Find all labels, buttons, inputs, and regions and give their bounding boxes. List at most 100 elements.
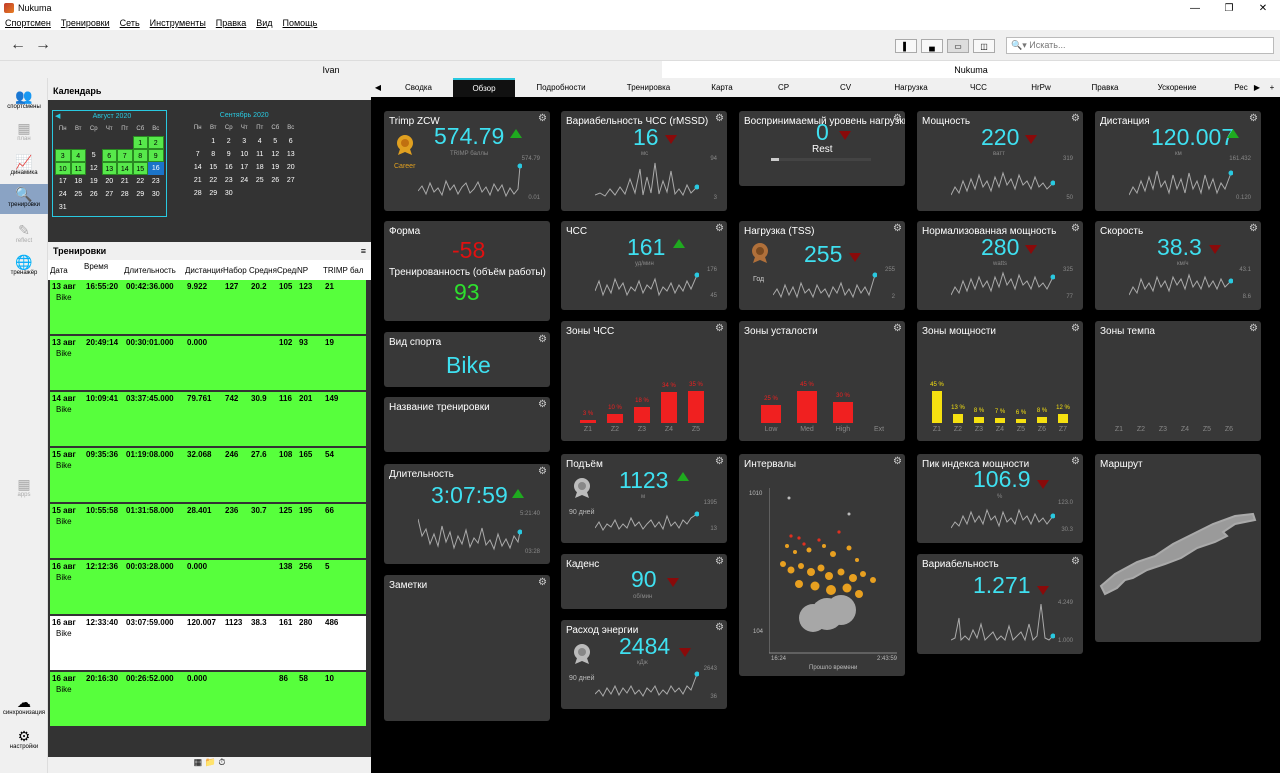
calendar-day[interactable]: 13	[286, 151, 295, 158]
calendar-day[interactable]: 25	[255, 177, 264, 184]
calendar-day[interactable]: 29	[209, 190, 218, 197]
workout-row[interactable]: 13 авг 20:49:14 00:30:01.000 0.000 102 93 19 Bi…	[50, 336, 366, 391]
tile-trimp[interactable]: Trimp ZCW ⚙ Career 574.79 TRIMP баллы 57…	[384, 111, 550, 211]
sidebar-item-trainer[interactable]: 🌐 тренажёр	[0, 254, 48, 276]
gear-icon[interactable]: ⚙	[715, 622, 724, 633]
calendar-day[interactable]: 14	[193, 164, 202, 171]
calendar-day[interactable]: 11	[70, 162, 86, 175]
menu-edit[interactable]: Правка	[215, 18, 247, 28]
workout-row[interactable]: 15 авг 10:55:58 01:31:58.000 28.401 236 30.7 1…	[50, 504, 366, 559]
tile-np[interactable]: Нормализованная мощность ⚙ 280 watts 325…	[917, 221, 1083, 310]
calendar-day[interactable]: 29	[136, 191, 145, 198]
tile-sport[interactable]: Вид спорта ⚙ Bike	[384, 332, 550, 387]
calendar-day[interactable]: 1	[211, 138, 216, 145]
tab-summary[interactable]: Сводка	[404, 83, 432, 92]
gear-icon[interactable]: ⚙	[1071, 113, 1080, 124]
calendar-day[interactable]: 14	[117, 162, 133, 175]
calendar-view-icon[interactable]: ▦	[193, 757, 203, 767]
athlete-tab-ivan[interactable]: Ivan	[322, 65, 340, 75]
sidebar-item-apps[interactable]: ▦ apps	[0, 476, 48, 498]
athlete-tab-nukuma[interactable]: Nukuma	[662, 61, 1280, 79]
calendar-day[interactable]: 21	[193, 177, 202, 184]
calendar-day[interactable]: 20	[105, 178, 114, 185]
tile-climb[interactable]: Подъём ⚙ 90 дней 1123 м 1395 13	[561, 454, 727, 543]
tab-edit[interactable]: Правка	[1091, 83, 1119, 92]
col-avg[interactable]: Средняя	[249, 265, 277, 275]
workout-row[interactable]: 16 авг 12:12:36 00:03:28.000 0.000 138 256 5 Bi…	[50, 560, 366, 615]
calendar-day[interactable]: 2	[226, 138, 231, 145]
calendar-day[interactable]: 10	[240, 151, 249, 158]
calendar-day[interactable]: 30	[151, 191, 160, 198]
tab-cp[interactable]: CP	[777, 83, 790, 92]
calendar-day[interactable]: 28	[193, 190, 202, 197]
calendar-day[interactable]: 21	[120, 178, 129, 185]
calendar-day[interactable]: 23	[224, 177, 233, 184]
prev-month-icon[interactable]: ◀	[55, 113, 61, 120]
calendar-day[interactable]: 26	[89, 191, 98, 198]
tile-fatigue-zones[interactable]: Зоны усталости ⚙ 25 % Low 45 % Med 30 % High E…	[739, 321, 905, 441]
gear-icon[interactable]: ⚙	[1071, 556, 1080, 567]
gear-icon[interactable]: ⚙	[715, 323, 724, 334]
sidebar-item-workouts[interactable]: 🔍 тренировки	[0, 184, 48, 214]
gear-icon[interactable]: ⚙	[715, 556, 724, 567]
calendar-day[interactable]: 20	[286, 164, 295, 171]
gear-icon[interactable]: ⚙	[715, 113, 724, 124]
menu-network[interactable]: Сеть	[119, 18, 140, 28]
tab-overview[interactable]: Обзор	[453, 78, 515, 97]
calendar-day[interactable]: 5	[273, 138, 278, 145]
gear-icon[interactable]: ⚙	[538, 334, 547, 345]
calendar-day[interactable]: 26	[271, 177, 280, 184]
tile-power-index[interactable]: Пик индекса мощности ⚙ 106.9 % 123.0 30.…	[917, 454, 1083, 543]
menu-workouts[interactable]: Тренировки	[60, 18, 110, 28]
tab-cv[interactable]: CV	[839, 83, 852, 92]
workout-row[interactable]: 15 авг 09:35:36 01:19:08.000 32.068 246 27.6 1…	[50, 448, 366, 503]
gear-icon[interactable]: ⚙	[538, 399, 547, 410]
calendar-day[interactable]: 18	[74, 178, 83, 185]
calendar-day[interactable]: 5	[91, 152, 96, 159]
col-duration[interactable]: Длительность	[124, 265, 176, 275]
menu-icon[interactable]: ≡	[360, 246, 366, 256]
calendar-day[interactable]: 24	[240, 177, 249, 184]
calendar-day[interactable]: 4	[257, 138, 262, 145]
gear-icon[interactable]: ⚙	[893, 223, 902, 234]
calendar-day[interactable]: 9	[226, 151, 231, 158]
calendar-day[interactable]: 19	[89, 178, 98, 185]
tab-more[interactable]: Рес	[1234, 83, 1248, 92]
workout-row[interactable]: 16 авг 20:16:30 00:26:52.000 0.000 86 58 10 Bik…	[50, 672, 366, 727]
calendar-day[interactable]: 18	[255, 164, 264, 171]
tab-workout[interactable]: Тренировка	[626, 83, 671, 92]
menu-tools[interactable]: Инструменты	[149, 18, 206, 28]
gear-icon[interactable]: ⚙	[893, 456, 902, 467]
calendar-day[interactable]: 10	[55, 162, 71, 175]
gear-icon[interactable]: ⚙	[893, 323, 902, 334]
tile-speed[interactable]: Скорость ⚙ 38.3 км/ч 43.1 8.6	[1095, 221, 1261, 310]
col-np[interactable]: NP	[297, 265, 309, 275]
tile-notes[interactable]: Заметки ⚙	[384, 575, 550, 721]
calendar-day[interactable]: 24	[58, 191, 67, 198]
tile-hr[interactable]: ЧСС ⚙ 161 уд/мин 176 45	[561, 221, 727, 310]
sidebar-item-athletes[interactable]: 👥 спортсмены	[0, 88, 48, 110]
tile-rpe[interactable]: Воспринимаемый уровень нагрузки ( ⚙ 0 Re…	[739, 111, 905, 186]
calendar-day[interactable]: 17	[58, 178, 67, 185]
sidebar-item-sync[interactable]: ☁ синхронизация	[0, 694, 48, 716]
tile-hrv[interactable]: Вариабельность ЧСС (rMSSD) ⚙ 16 мс 94 3	[561, 111, 727, 211]
calendar-day[interactable]: 8	[132, 149, 148, 162]
calendar-day[interactable]: 16	[148, 162, 164, 175]
calendar-day[interactable]: 8	[211, 151, 216, 158]
tile-form[interactable]: Форма -58 Тренированность (объём работы)…	[384, 221, 550, 321]
add-tab-icon[interactable]: +	[1269, 83, 1275, 92]
calendar-day[interactable]: 28	[120, 191, 129, 198]
tab-acceleration[interactable]: Ускорение	[1157, 83, 1197, 92]
sidebar-item-plan[interactable]: ▦ план	[0, 120, 48, 142]
tile-hr-zones[interactable]: Зоны ЧСС ⚙ 3 % Z1 10 % Z2 18 % Z3 34 % Z4 35 % Z5	[561, 321, 727, 441]
sidebar-item-settings[interactable]: ⚙ настройки	[0, 728, 48, 750]
folder-icon[interactable]: 📁	[204, 757, 216, 767]
tab-hrpw[interactable]: HrPw	[1031, 83, 1051, 92]
tile-tss[interactable]: Нагрузка (TSS) ⚙ Год 255 255 2	[739, 221, 905, 310]
gear-icon[interactable]: ⚙	[538, 577, 547, 588]
calendar-day[interactable]: 11	[256, 151, 264, 158]
close-button[interactable]: ✕	[1258, 2, 1268, 14]
bottom-panel-icon[interactable]: ▄	[921, 39, 943, 53]
calendar-day[interactable]: 27	[286, 177, 295, 184]
menu-view[interactable]: Вид	[256, 18, 273, 28]
